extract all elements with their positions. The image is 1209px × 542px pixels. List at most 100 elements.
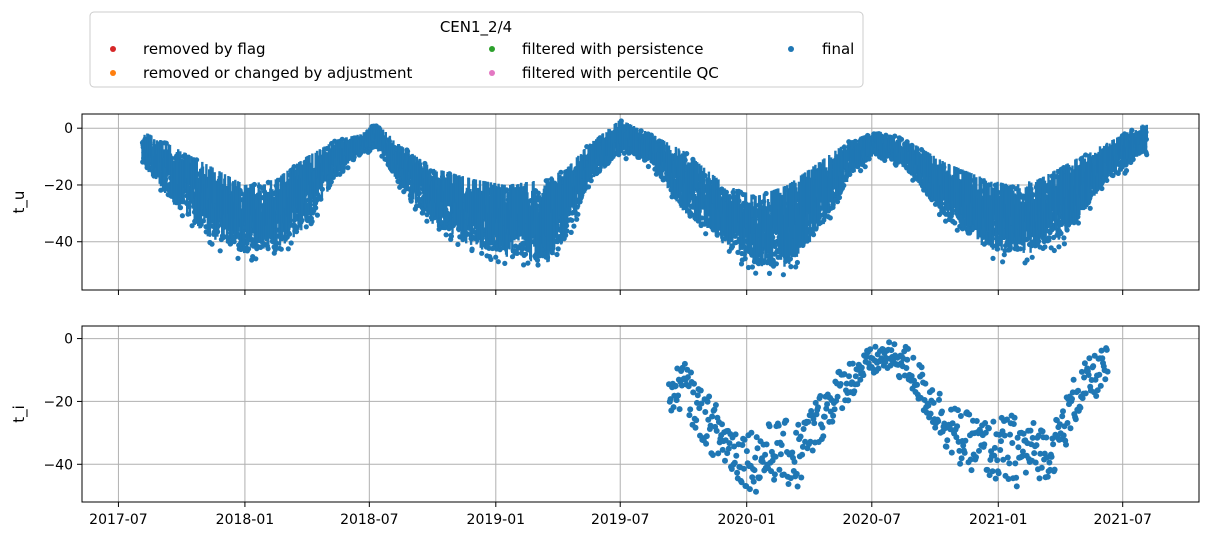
data-point (862, 164, 868, 170)
legend-marker-removed-by-flag (110, 46, 116, 52)
data-point (1056, 244, 1062, 250)
data-point (303, 224, 309, 230)
data-point (883, 132, 889, 138)
data-point (488, 256, 494, 262)
legend-frame (89, 11, 864, 88)
data-point (742, 256, 748, 262)
data-point (753, 270, 759, 276)
data-point (687, 210, 694, 216)
data-point (1001, 252, 1007, 258)
legend-entry-removed-or-changed: removed or changed by adjustment (143, 64, 412, 82)
data-point (521, 262, 527, 268)
data-point (882, 157, 888, 163)
data-point (772, 243, 778, 249)
data-point (408, 198, 414, 204)
data-point (623, 156, 629, 162)
data-point (1029, 254, 1035, 260)
data-point (571, 223, 577, 229)
legend-marker-final (788, 46, 794, 52)
data-point (309, 218, 315, 225)
data-point (773, 261, 780, 267)
legend-marker-persistence (489, 46, 495, 52)
data-point (209, 241, 215, 247)
legend-marker-removed-or-changed (110, 70, 116, 76)
data-point (1104, 177, 1110, 183)
data-point (994, 246, 1001, 252)
data-point (424, 218, 430, 224)
legend-title: CEN1_2/4 (440, 18, 512, 37)
data-point (278, 246, 284, 252)
data-point (1144, 152, 1150, 158)
data-point (729, 244, 736, 250)
data-point (569, 217, 575, 223)
data-point (1061, 241, 1067, 247)
data-point (1017, 246, 1024, 252)
data-point (738, 261, 745, 267)
data-point (1099, 185, 1105, 192)
data-point (858, 168, 864, 174)
data-point (645, 163, 652, 170)
data-point (502, 260, 508, 266)
data-point (217, 248, 223, 254)
data-point (703, 231, 709, 237)
data-point (735, 249, 741, 255)
data-point (1061, 235, 1067, 241)
data-point (554, 251, 560, 258)
data-point (866, 156, 872, 162)
legend-marker-percentile-qc (489, 70, 495, 76)
data-point (810, 232, 817, 238)
data-point (235, 255, 241, 261)
legend-entry-removed-by-flag: removed by flag (143, 40, 266, 58)
data-point (555, 246, 561, 252)
data-point (1046, 235, 1052, 241)
data-point (443, 232, 449, 238)
data-point (793, 264, 799, 270)
legend: CEN1_2/4 removed by flag removed or chan… (89, 11, 864, 88)
data-point (522, 251, 529, 257)
data-point (936, 211, 943, 218)
data-point (766, 270, 773, 276)
data-point (1000, 259, 1006, 265)
panel-t-u: 0−20−40 t_u (10, 113, 1200, 295)
data-point (265, 246, 271, 252)
data-point (847, 171, 853, 177)
data-point (189, 223, 195, 229)
data-point (288, 240, 294, 246)
data-point (749, 264, 756, 270)
data-point (954, 227, 960, 233)
data-point (588, 178, 594, 184)
data-point (788, 264, 794, 270)
data-point (834, 199, 841, 205)
data-point (455, 241, 461, 247)
legend-entry-persistence: filtered with persistence (522, 40, 703, 58)
data-point (493, 254, 499, 260)
data-point (535, 262, 541, 268)
data-point (1087, 205, 1093, 211)
legend-entry-percentile-qc: filtered with percentile QC (522, 64, 719, 82)
data-point (314, 212, 320, 218)
data-point (794, 259, 801, 266)
data-point (258, 244, 264, 250)
legend-entry-final: final (822, 40, 854, 58)
data-point (1083, 152, 1089, 158)
data-point (990, 255, 996, 261)
data-point (1042, 244, 1048, 250)
data-point (345, 165, 351, 171)
data-point (535, 190, 541, 196)
data-point (827, 215, 833, 221)
data-point (1051, 247, 1057, 254)
data-point (495, 259, 501, 265)
data-point (745, 264, 752, 271)
panel-t-u-points (139, 118, 1150, 278)
data-point (780, 272, 787, 278)
data-point (265, 179, 271, 185)
data-point (448, 233, 454, 239)
data-point (253, 256, 259, 262)
data-point (574, 216, 580, 222)
data-point (1024, 257, 1030, 263)
data-point (293, 229, 300, 235)
data-point (479, 250, 485, 256)
data-point (179, 213, 185, 219)
data-point (1123, 168, 1130, 174)
